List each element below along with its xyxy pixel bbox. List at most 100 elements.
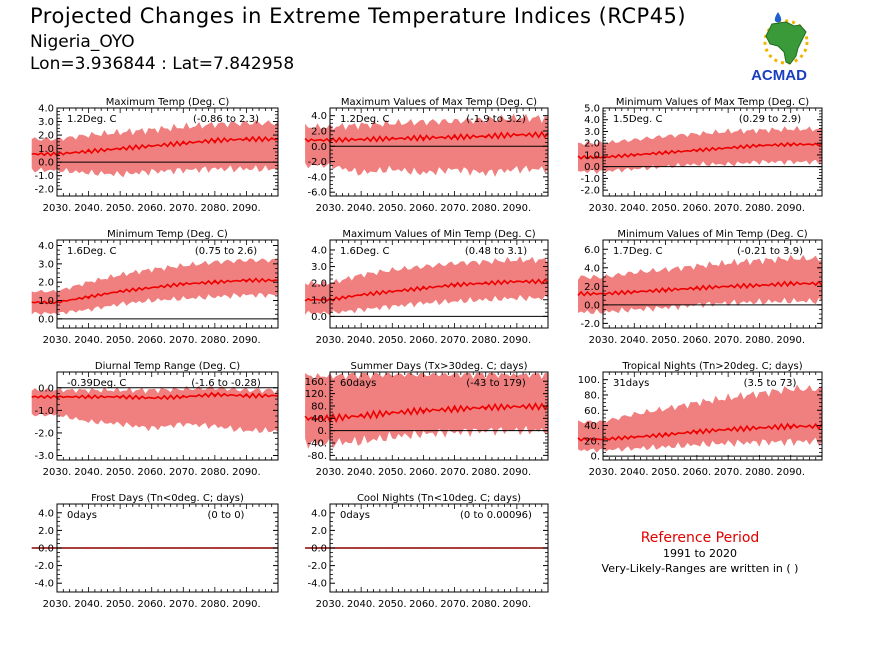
likely-range-label: (0 to 0.00096) — [460, 510, 532, 521]
chart-title: Maximum Values of Max Temp (Deg. C) — [341, 97, 537, 108]
x-tick-label: 2090. — [503, 203, 532, 214]
y-tick-label: -2.0 — [580, 319, 600, 330]
plot-frame — [602, 371, 823, 461]
y-tick-label: 4.0 — [38, 241, 54, 252]
chart-title: Minimum Temp (Deg. C) — [107, 229, 228, 240]
mean-point — [245, 138, 248, 140]
reference-title: Reference Period — [640, 530, 760, 546]
mean-point — [453, 136, 456, 138]
x-tick-label: 2090. — [232, 599, 261, 610]
mean-point — [119, 147, 121, 150]
chart-title: Summer Days (Tx>30deg. C; days) — [350, 361, 527, 372]
chart-panel: -2.0-1.00.01.02.03.04.05.0 2030. 2040. 2050… — [577, 97, 823, 214]
x-tick-label: 2070. — [440, 335, 469, 346]
likely-range-label: (-43 to 179) — [466, 378, 526, 389]
range-band — [31, 385, 279, 433]
chart-panel: 0.0 1.0 2.0 3.0 4.0 2030. 2040. 2050. 2060. 2070.… — [31, 229, 279, 346]
chart-title: Frost Days (Tn<0deg. C; days) — [91, 493, 244, 504]
mean-point — [453, 284, 456, 286]
mean-point — [516, 547, 518, 549]
y-tick-label: 1.0 — [311, 295, 327, 306]
y-tick-label: 100. — [578, 375, 600, 386]
x-tick-label: 2080. — [745, 335, 774, 346]
mean-change-label: 60days — [340, 378, 376, 389]
mean-point — [758, 144, 761, 147]
y-tick-label: 80. — [584, 390, 600, 401]
mean-change-label: 0days — [67, 510, 97, 521]
x-tick-label: 2030. — [43, 467, 72, 478]
y-tick-label: 6.0 — [584, 245, 600, 256]
mean-point — [119, 290, 121, 293]
range-band — [305, 373, 548, 449]
likely-range-label: (0 to 0) — [208, 510, 245, 521]
mean-point — [484, 406, 487, 409]
mean-point — [360, 138, 362, 141]
y-tick-label: 2.0 — [38, 278, 54, 289]
x-tick-label: 2080. — [201, 203, 230, 214]
mean-point — [789, 425, 792, 428]
x-tick-label: 2040. — [620, 203, 649, 214]
y-tick-label: -80. — [307, 451, 327, 462]
y-tick-label: 160. — [305, 377, 327, 388]
y-tick-label: -4.0 — [307, 579, 327, 590]
mean-point — [664, 433, 667, 436]
likely-range-label: (0.48 to 3.1) — [465, 246, 527, 257]
x-tick-label: 2070. — [714, 335, 743, 346]
x-tick-label: 2060. — [137, 467, 166, 478]
y-tick-label: 120. — [305, 389, 327, 400]
x-tick-label: 2090. — [232, 467, 261, 478]
x-tick-label: 2030. — [316, 203, 345, 214]
chart-panel: -3.0 -2.0 -1.0 0.0 2030. 2040. 2050. 2060. 2070.… — [31, 361, 279, 478]
y-tick-label: -2.0 — [307, 157, 327, 168]
mean-point — [360, 293, 362, 296]
x-tick-label: 2090. — [776, 467, 805, 478]
mean-point — [391, 137, 394, 140]
mean-point — [789, 143, 792, 146]
mean-point — [633, 291, 636, 293]
y-tick-label: 4.0 — [38, 104, 54, 115]
x-tick-label: 2030. — [589, 467, 618, 478]
y-tick-label: 3.0 — [38, 117, 54, 128]
mean-point — [150, 547, 153, 549]
y-tick-label: 2.0 — [311, 126, 327, 137]
x-tick-label: 2070. — [169, 335, 198, 346]
plot-frame — [329, 107, 549, 197]
x-tick-label: 2080. — [745, 467, 774, 478]
x-tick-label: 2050. — [378, 335, 407, 346]
likely-range-label: (0.29 to 2.9) — [739, 114, 801, 125]
y-tick-label: -2.0 — [34, 428, 54, 439]
mean-change-label: 31days — [613, 378, 649, 389]
x-tick-label: 2030. — [316, 467, 345, 478]
y-tick-label: 80. — [311, 401, 327, 412]
y-tick-label: 4.0 — [38, 508, 54, 519]
x-tick-label: 2060. — [137, 599, 166, 610]
mean-point — [245, 394, 248, 397]
mean-point — [391, 547, 394, 549]
x-tick-label: 2060. — [683, 203, 712, 214]
x-tick-label: 2040. — [74, 467, 103, 478]
y-tick-label: -2.0 — [34, 561, 54, 572]
mean-point — [150, 286, 153, 289]
chart-title: Minimum Values of Max Temp (Deg. C) — [616, 97, 809, 108]
y-tick-label: 2.0 — [584, 139, 600, 150]
chart-title: Minimum Values of Min Temp (Deg. C) — [617, 229, 807, 240]
mean-point — [214, 139, 216, 142]
mean-point — [516, 280, 518, 283]
mean-point — [119, 547, 121, 549]
x-tick-label: 2080. — [471, 335, 500, 346]
mean-line — [31, 135, 279, 157]
mean-point — [182, 142, 185, 144]
y-tick-label: -4.0 — [307, 172, 327, 183]
y-tick-label: 0.0 — [38, 544, 54, 555]
mean-point — [87, 396, 90, 398]
range-band — [305, 113, 548, 177]
chart-title: Maximum Temp (Deg. C) — [106, 97, 230, 108]
mean-point — [245, 547, 248, 549]
x-tick-label: 2060. — [409, 203, 438, 214]
y-tick-label: 0. — [317, 426, 327, 437]
x-tick-label: 2050. — [106, 467, 135, 478]
range-band — [305, 256, 548, 316]
reference-period-block: Reference Period 1991 to 2020 Very-Likel… — [590, 530, 810, 575]
x-tick-label: 2050. — [106, 335, 135, 346]
